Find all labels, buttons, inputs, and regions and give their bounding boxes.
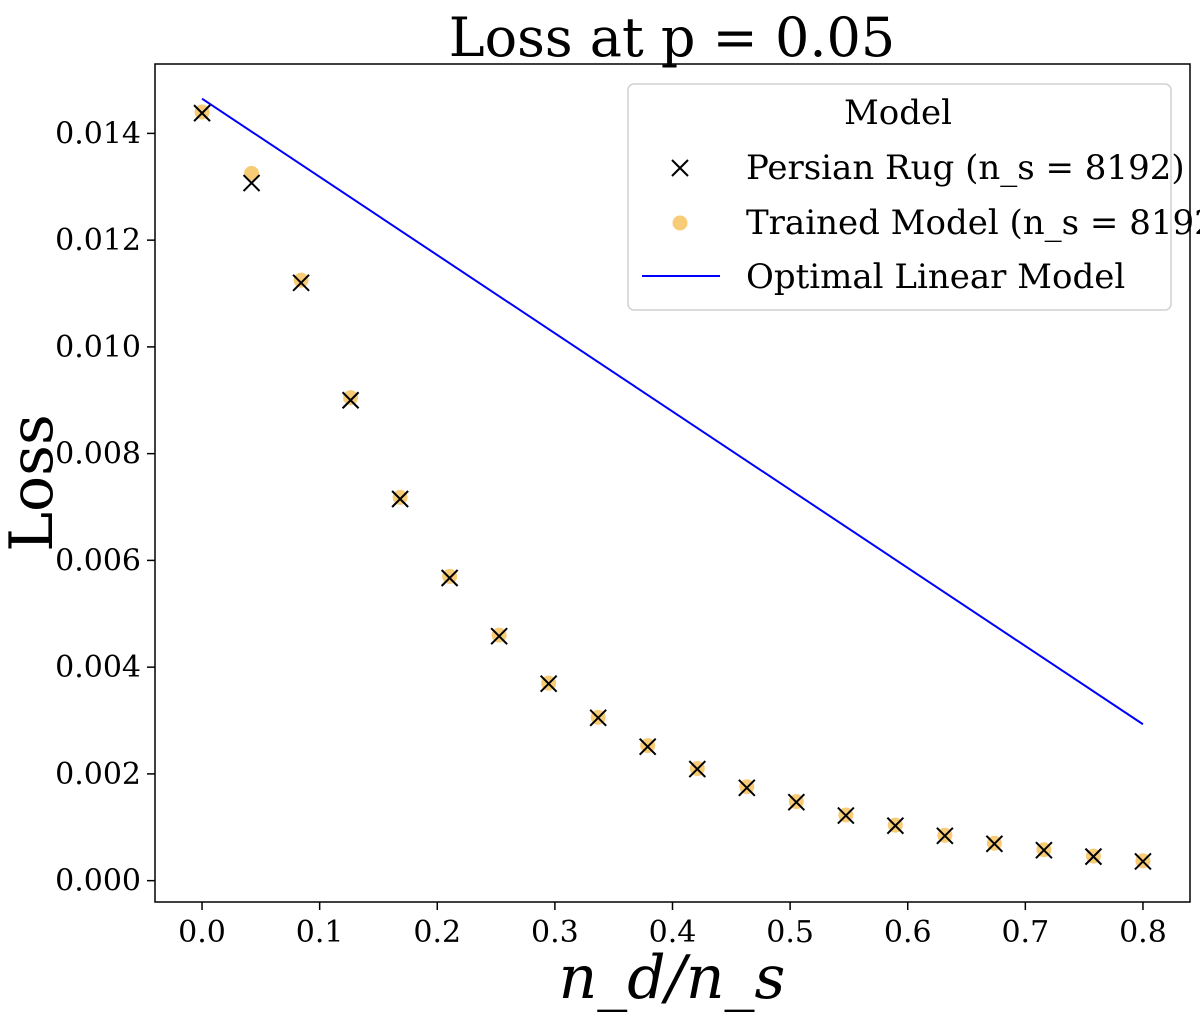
legend-label-optimal-linear: Optimal Linear Model — [746, 257, 1125, 297]
point-persian-rug — [539, 674, 558, 693]
x-tick-label: 0.4 — [649, 915, 697, 950]
point-persian-rug — [936, 827, 954, 845]
y-axis-ticks: 0.000 0.002 0.004 0.006 0.008 0.010 0.012 0.014 — [55, 116, 155, 899]
point-trained-model — [244, 165, 260, 181]
legend-title: Model — [844, 93, 952, 133]
legend-item-persian-rug: Persian Rug (n_s = 8192) — [671, 148, 1185, 188]
point-trained-model — [442, 568, 458, 584]
point-trained-model — [293, 272, 309, 288]
point-trained-model — [343, 390, 359, 406]
legend-label-persian-rug: Persian Rug (n_s = 8192) — [746, 148, 1185, 188]
x-tick-label: 0.1 — [296, 915, 344, 950]
y-tick-label: 0.010 — [55, 330, 141, 365]
x-tick-label: 0.0 — [178, 915, 226, 950]
series-line-optimal-linear — [201, 97, 1144, 726]
point-trained-model — [392, 489, 408, 505]
y-tick-label: 0.002 — [55, 757, 141, 792]
point-persian-rug — [292, 274, 310, 292]
point-persian-rug — [1084, 847, 1103, 866]
y-tick-label: 0.012 — [55, 223, 141, 258]
point-persian-rug — [490, 627, 508, 645]
legend-box — [627, 83, 1172, 311]
x-tick-label: 0.2 — [413, 915, 461, 950]
point-persian-rug — [1134, 852, 1152, 871]
legend: Model Persian Rug (n_s = 8192) Trained M… — [627, 83, 1200, 311]
point-persian-rug — [738, 779, 756, 797]
chart-title: Loss at p = 0.05 — [449, 6, 895, 69]
x-axis-ticks: 0.0 0.1 0.2 0.3 0.4 0.5 0.6 0.7 0.8 — [178, 902, 1167, 950]
point-persian-rug — [638, 737, 657, 756]
point-persian-rug — [193, 104, 211, 122]
point-persian-rug — [589, 709, 607, 727]
y-tick-label: 0.006 — [55, 543, 141, 578]
series-layer — [193, 97, 1152, 871]
point-persian-rug — [837, 806, 855, 825]
point-persian-rug — [242, 174, 261, 192]
y-tick-label: 0.014 — [55, 116, 141, 151]
x-tick-label: 0.5 — [766, 915, 814, 950]
x-tick-label: 0.8 — [1119, 915, 1167, 950]
legend-item-trained-model: Trained Model (n_s = 8192) — [672, 203, 1200, 243]
legend-circle-marker-icon — [672, 215, 688, 231]
point-persian-rug — [886, 816, 905, 835]
y-tick-label: 0.008 — [55, 437, 141, 472]
legend-label-trained-model: Trained Model (n_s = 8192) — [746, 203, 1200, 243]
legend-x-marker-icon — [671, 159, 689, 177]
x-tick-label: 0.6 — [884, 915, 932, 950]
point-persian-rug — [341, 391, 360, 409]
point-persian-rug — [391, 490, 409, 508]
point-persian-rug — [787, 793, 806, 811]
point-persian-rug — [1035, 841, 1053, 859]
y-tick-label: 0.004 — [55, 650, 141, 685]
legend-item-optimal-linear: Optimal Linear Model — [642, 257, 1125, 297]
chart-title-text: Loss at p = 0.05 — [449, 6, 895, 69]
y-tick-label: 0.000 — [55, 864, 141, 899]
x-tick-label: 0.7 — [1001, 915, 1049, 950]
point-persian-rug — [688, 760, 707, 778]
point-persian-rug — [985, 835, 1004, 853]
x-axis-title: n_d/n_s — [559, 943, 786, 1013]
x-tick-label: 0.3 — [531, 915, 579, 950]
point-persian-rug — [440, 569, 459, 587]
y-axis-title: Loss — [0, 414, 67, 552]
